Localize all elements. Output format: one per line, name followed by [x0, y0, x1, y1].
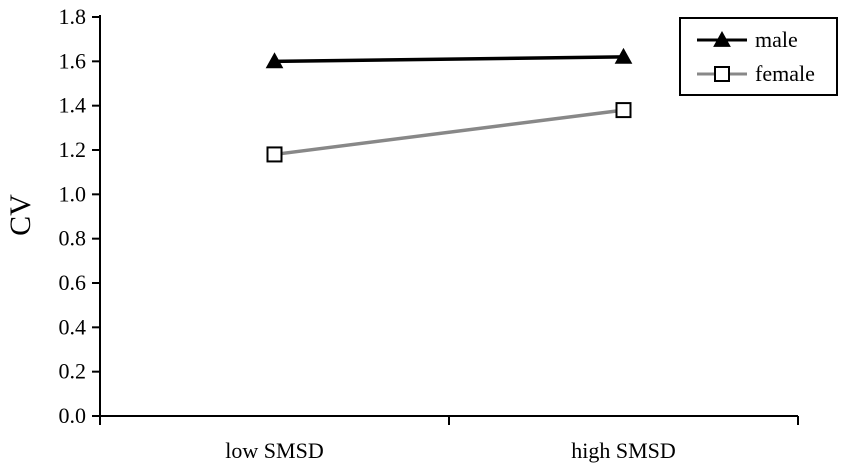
x-category-label-low-smsd: low SMSD	[225, 438, 323, 463]
y-tick-label: 1.4	[59, 93, 87, 118]
legend-label-female: female	[755, 61, 815, 86]
y-tick-label: 0.4	[59, 314, 87, 339]
legend-marker-male	[713, 30, 731, 47]
data-point-female-high-smsd	[615, 102, 632, 119]
y-tick-label: 0.6	[59, 270, 87, 295]
data-point-male-low-smsd	[265, 52, 284, 69]
y-tick-label: 1.0	[59, 181, 87, 206]
legend-marker-shape-male	[713, 30, 731, 47]
data-point-female-low-smsd	[266, 146, 283, 163]
y-axis-ticks: 0.0 0.2 0.4 0.6 0.8 1.0 1.2 1.4 1.6 1.8	[59, 4, 100, 428]
y-tick-label: 0.8	[59, 226, 87, 251]
y-tick-label: 1.6	[59, 48, 87, 73]
legend-marker-shape-female	[714, 66, 730, 82]
x-axis-ticks: low SMSD high SMSD	[99, 416, 799, 463]
data-point-male-high-smsd	[614, 47, 633, 64]
series-line-male	[274, 55, 624, 64]
y-tick-label: 0.0	[59, 403, 87, 428]
y-tick-label: 0.2	[59, 359, 87, 384]
series-layer	[265, 47, 633, 163]
legend-box	[679, 17, 838, 96]
series-female	[266, 102, 632, 163]
legend-marker-female	[714, 66, 730, 82]
series-male	[265, 47, 633, 69]
y-tick-label: 1.8	[59, 4, 87, 29]
y-axis-title: CV	[4, 194, 37, 236]
legend-label-male: male	[755, 27, 798, 52]
series-line-female	[274, 108, 624, 157]
x-category-label-high-smsd: high SMSD	[571, 438, 676, 463]
y-tick-label: 1.2	[59, 137, 87, 162]
legend: male female	[679, 17, 838, 96]
